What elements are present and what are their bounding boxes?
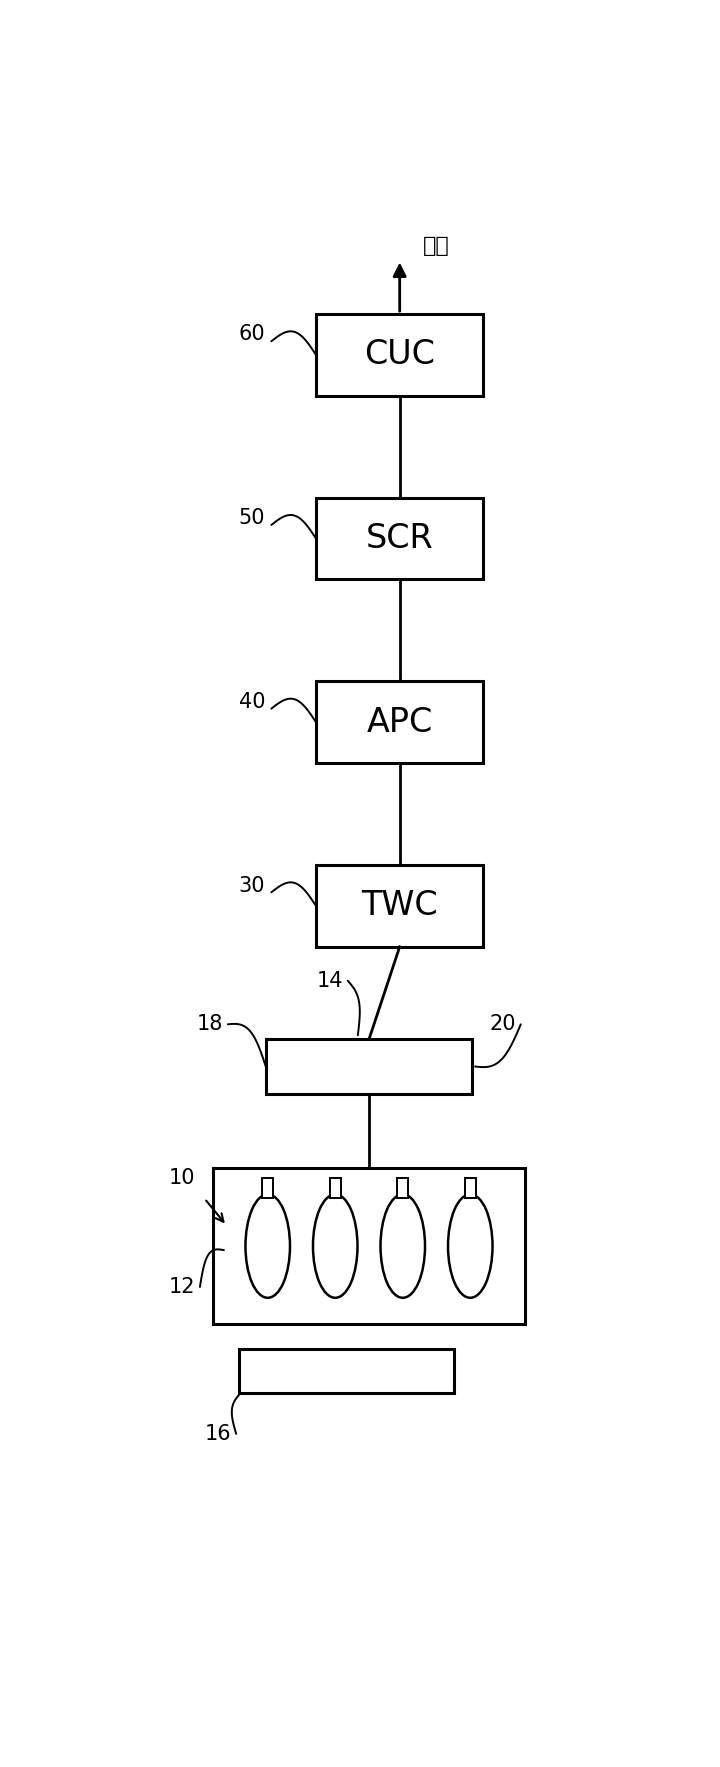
- Ellipse shape: [448, 1194, 492, 1297]
- Bar: [262, 1179, 274, 1198]
- Text: CUC: CUC: [364, 339, 435, 371]
- Bar: [330, 1179, 341, 1198]
- Bar: [397, 1179, 408, 1198]
- Bar: [213, 1168, 526, 1323]
- Bar: [316, 498, 483, 580]
- Text: 50: 50: [238, 509, 265, 528]
- Text: APC: APC: [366, 705, 433, 739]
- Bar: [464, 1179, 476, 1198]
- Text: 30: 30: [238, 875, 265, 896]
- Bar: [266, 1039, 472, 1094]
- Text: 14: 14: [317, 970, 343, 991]
- Bar: [316, 866, 483, 947]
- Bar: [316, 682, 483, 763]
- Text: TWC: TWC: [361, 889, 438, 922]
- Text: 10: 10: [168, 1168, 195, 1187]
- Ellipse shape: [380, 1194, 425, 1297]
- Text: 16: 16: [205, 1424, 232, 1444]
- Bar: [316, 315, 483, 396]
- Ellipse shape: [246, 1194, 290, 1297]
- Ellipse shape: [313, 1194, 358, 1297]
- Text: SCR: SCR: [366, 521, 433, 555]
- Bar: [239, 1350, 454, 1392]
- Text: 20: 20: [490, 1014, 516, 1034]
- Text: 40: 40: [238, 693, 265, 712]
- Text: 废气: 废气: [423, 237, 449, 256]
- Text: 12: 12: [168, 1278, 195, 1297]
- Text: 18: 18: [197, 1014, 223, 1034]
- Text: 60: 60: [238, 325, 265, 345]
